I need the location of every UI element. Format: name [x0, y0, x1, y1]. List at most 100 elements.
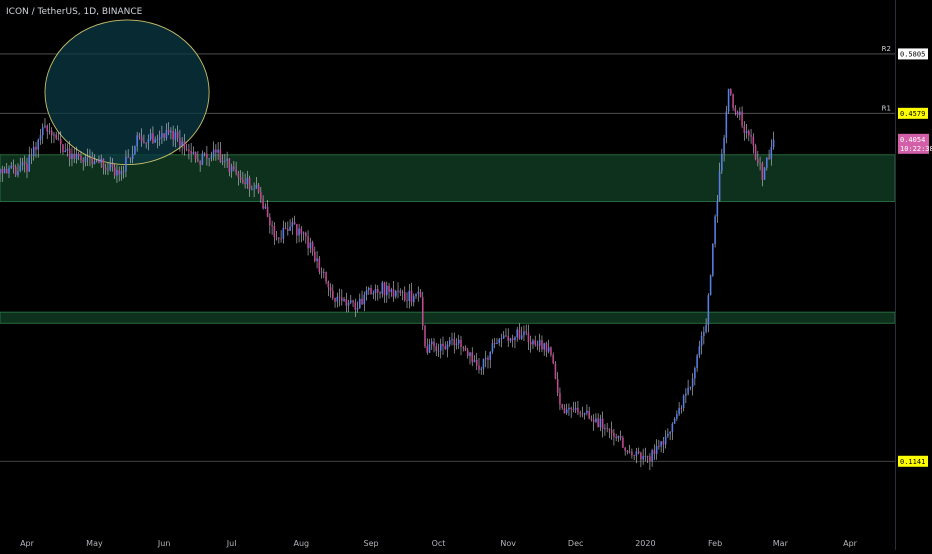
candle-325	[727, 88, 730, 114]
candle-48	[104, 163, 107, 175]
candle-267	[597, 413, 599, 428]
candle-329	[736, 110, 739, 118]
candle-101	[224, 153, 226, 168]
x-tick-12: Mar	[773, 539, 789, 548]
candle-2	[1, 165, 4, 182]
candle-242	[541, 335, 543, 353]
candle-65	[143, 134, 145, 144]
svg-text:10:22:38: 10:22:38	[900, 145, 932, 153]
candle-29	[62, 143, 64, 155]
candle-265	[592, 414, 595, 431]
x-tick-9: Dec	[568, 539, 583, 548]
candle-286	[640, 451, 642, 468]
candle-198	[442, 336, 444, 355]
candle-194	[433, 338, 435, 353]
candle-54	[118, 166, 120, 182]
candle-112	[248, 175, 251, 197]
svg-text:0.1141: 0.1141	[900, 458, 925, 466]
candle-36	[77, 151, 80, 161]
candle-9	[17, 163, 19, 178]
candle-31	[66, 143, 69, 157]
svg-text:0.4054: 0.4054	[900, 136, 925, 144]
candle-321	[718, 162, 721, 202]
candle-12	[23, 155, 26, 173]
candle-90	[199, 160, 201, 172]
candle-38	[82, 157, 84, 171]
candle-257	[574, 401, 577, 414]
candle-212	[473, 355, 476, 363]
candle-339	[759, 156, 761, 171]
candle-71	[156, 134, 159, 149]
candle-184	[410, 282, 413, 307]
candle-226	[505, 328, 507, 338]
candle-35	[75, 146, 78, 164]
candle-279	[624, 446, 626, 456]
candle-201	[448, 336, 451, 347]
candle-293	[655, 439, 658, 460]
candle-7	[12, 159, 15, 174]
candle-170	[379, 291, 381, 299]
candle-115	[255, 177, 258, 189]
candle-100	[221, 154, 224, 166]
candle-174	[388, 282, 390, 299]
candle-107	[237, 170, 240, 186]
annotation-ellipse[interactable]	[44, 19, 210, 166]
candle-161	[359, 293, 361, 309]
candle-128	[284, 222, 287, 230]
candle-211	[471, 347, 474, 367]
x-tick-2: May	[86, 539, 103, 548]
candle-56	[122, 165, 125, 179]
candle-51	[111, 158, 114, 172]
candle-19	[39, 128, 42, 145]
candle-5	[8, 165, 10, 178]
x-tick-10: 2020	[635, 539, 655, 548]
candle-306	[685, 388, 687, 404]
candle-131	[291, 217, 294, 235]
candle-169	[377, 285, 379, 301]
candle-343	[768, 149, 770, 160]
candle-134	[298, 223, 300, 243]
candle-305	[682, 394, 685, 412]
candle-110	[244, 173, 246, 189]
candle-192	[428, 338, 431, 353]
candle-221	[493, 337, 496, 349]
candle-204	[455, 338, 458, 350]
candle-298	[667, 428, 669, 438]
candle-143	[318, 256, 321, 275]
candle-278	[622, 435, 624, 449]
candle-41	[89, 149, 91, 167]
candle-162	[361, 290, 363, 305]
candle-117	[260, 187, 262, 204]
candle-315	[705, 318, 707, 334]
candle-50	[109, 156, 111, 172]
candle-240	[536, 340, 539, 351]
candle-259	[579, 410, 581, 418]
candle-215	[480, 366, 483, 375]
candle-171	[381, 280, 384, 298]
svg-text:0.4579: 0.4579	[900, 110, 925, 118]
candle-4	[5, 163, 8, 174]
candle-256	[572, 401, 575, 413]
candle-188	[419, 288, 422, 298]
candle-231	[516, 326, 518, 342]
candle-70	[154, 136, 156, 143]
candle-163	[363, 291, 366, 312]
candle-141	[314, 246, 316, 263]
x-tick-6: Sep	[364, 539, 379, 548]
candle-64	[140, 128, 143, 147]
candle-258	[577, 400, 579, 416]
candle-132	[293, 215, 296, 225]
candle-155	[345, 292, 348, 313]
candle-116	[257, 182, 260, 194]
candle-270	[604, 424, 606, 436]
candle-97	[215, 144, 217, 161]
svg-text:0.5805: 0.5805	[900, 50, 925, 58]
candle-335	[750, 129, 752, 144]
candle-195	[435, 342, 438, 357]
candle-178	[397, 282, 399, 299]
candle-62	[136, 131, 138, 152]
candle-185	[412, 293, 415, 307]
candle-165	[368, 286, 370, 295]
